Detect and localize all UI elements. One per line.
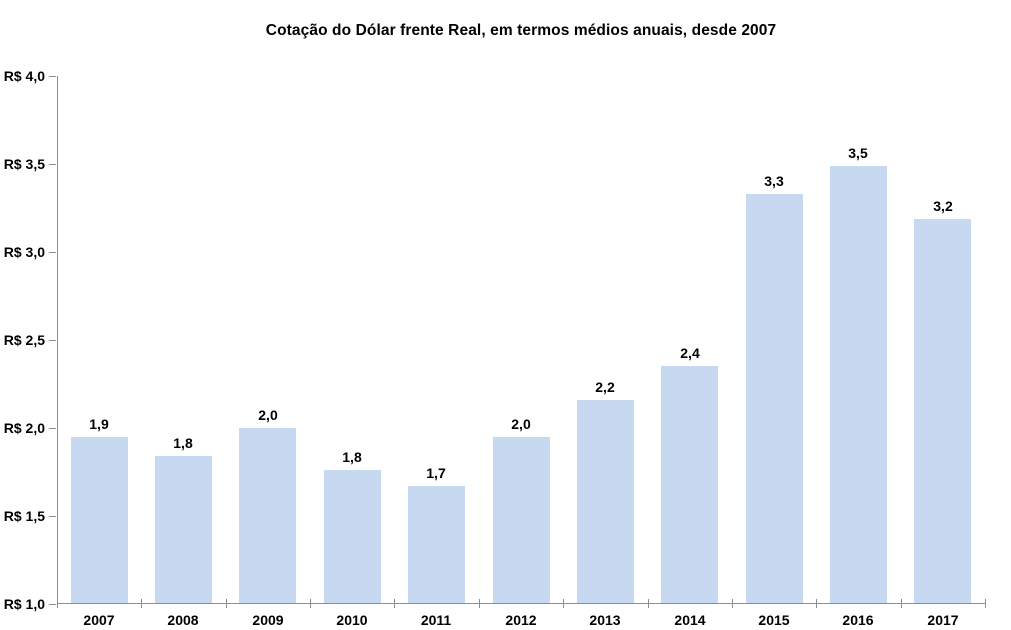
x-axis-tick bbox=[647, 599, 649, 608]
x-axis-tick bbox=[140, 599, 142, 608]
bar-value-label: 2,2 bbox=[595, 379, 615, 395]
x-axis-tick bbox=[815, 599, 817, 608]
x-axis-tick bbox=[562, 599, 564, 608]
bar-2013 bbox=[577, 400, 634, 603]
bar-value-label: 3,5 bbox=[848, 145, 868, 161]
bar-2014 bbox=[661, 366, 718, 603]
y-axis-tick-label: R$ 3,5 bbox=[3, 156, 45, 172]
y-axis-tick bbox=[49, 75, 56, 77]
bar-value-label: 1,8 bbox=[173, 435, 193, 451]
bar-2010 bbox=[324, 470, 381, 603]
bar-2015 bbox=[746, 194, 803, 603]
x-axis-tick bbox=[309, 599, 311, 608]
y-axis-tick bbox=[49, 339, 56, 341]
y-axis-tick-label: R$ 1,0 bbox=[3, 596, 45, 612]
x-axis-category-label: 2014 bbox=[674, 612, 706, 628]
bar-2008 bbox=[155, 456, 212, 603]
bar-value-label: 1,9 bbox=[89, 416, 109, 432]
x-axis-category-label: 2015 bbox=[758, 612, 790, 628]
bar-2012 bbox=[493, 437, 550, 603]
bar-value-label: 2,0 bbox=[258, 407, 278, 423]
x-axis-category-label: 2009 bbox=[252, 612, 284, 628]
x-axis-category-label: 2011 bbox=[420, 612, 452, 628]
bar-2007 bbox=[71, 437, 128, 603]
x-axis-tick bbox=[478, 599, 480, 608]
y-axis-tick-label: R$ 3,0 bbox=[3, 244, 45, 260]
bar-value-label: 1,7 bbox=[426, 465, 446, 481]
x-axis-category-label: 2012 bbox=[505, 612, 537, 628]
bar-2016 bbox=[830, 166, 887, 603]
y-axis-tick-label: R$ 2,0 bbox=[3, 420, 45, 436]
x-axis-tick bbox=[56, 599, 58, 608]
y-axis-tick-label: R$ 1,5 bbox=[3, 508, 45, 524]
bar-2009 bbox=[239, 428, 296, 603]
bar-value-label: 2,0 bbox=[511, 416, 531, 432]
x-axis-category-label: 2010 bbox=[336, 612, 368, 628]
y-axis-tick-label: R$ 4,0 bbox=[3, 68, 45, 84]
plot-area: R$ 4,0 R$ 3,5 R$ 3,0 R$ 2,5 R$ 2,0 R$ 1,5 R$ 1… bbox=[4, 69, 986, 628]
x-axis-category-label: 2013 bbox=[589, 612, 621, 628]
x-axis-category-label: 2016 bbox=[842, 612, 874, 628]
x-axis-tick bbox=[984, 599, 986, 608]
x-axis-tick bbox=[225, 599, 227, 608]
y-axis-line bbox=[57, 76, 58, 604]
y-axis-tick bbox=[49, 251, 56, 253]
y-axis-tick bbox=[49, 603, 56, 605]
bar-value-label: 3,3 bbox=[764, 173, 784, 189]
x-axis-tick bbox=[393, 599, 395, 608]
bar-value-label: 1,8 bbox=[342, 449, 362, 465]
y-axis-tick bbox=[49, 163, 56, 165]
chart-title: Cotação do Dólar frente Real, em termos … bbox=[265, 22, 777, 39]
x-axis-tick bbox=[731, 599, 733, 608]
y-axis-tick bbox=[49, 427, 56, 429]
bar-value-label: 3,2 bbox=[933, 198, 953, 214]
bar-2017 bbox=[914, 219, 971, 603]
x-axis-category-label: 2017 bbox=[927, 612, 959, 628]
x-axis-category-label: 2008 bbox=[167, 612, 199, 628]
y-axis-tick-label: R$ 2,5 bbox=[3, 332, 45, 348]
x-axis-tick bbox=[900, 599, 902, 608]
bar-2011 bbox=[408, 486, 465, 603]
bar-value-label: 2,4 bbox=[680, 345, 700, 361]
x-axis-category-label: 2007 bbox=[83, 612, 115, 628]
y-axis-tick bbox=[49, 515, 56, 517]
x-axis-line bbox=[57, 603, 985, 604]
